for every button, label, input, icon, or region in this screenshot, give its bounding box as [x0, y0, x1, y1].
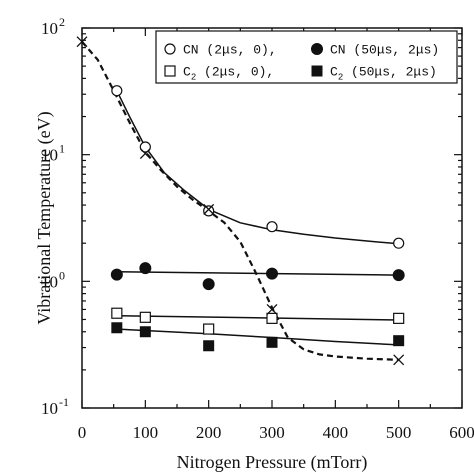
filled-square-marker — [266, 336, 278, 348]
legend-label: CN (50μs, 2μs) — [330, 43, 439, 58]
dashed-fit-curve — [81, 40, 399, 361]
filled-square-marker — [203, 340, 215, 352]
filled-circle-marker — [110, 268, 123, 281]
x-tick-label: 600 — [449, 423, 474, 442]
open-square-marker — [266, 312, 278, 324]
legend-species: C — [330, 65, 338, 80]
plot-area — [81, 27, 463, 409]
x-tick-label: 0 — [78, 423, 87, 442]
y-axis-title: Vibrational Temperature (eV) — [34, 111, 55, 324]
y-tick-base: 10 — [41, 399, 58, 418]
open-circle-marker — [139, 141, 151, 153]
filled-circle-marker — [266, 267, 278, 280]
x-tick-label: 400 — [323, 423, 349, 442]
y-tick-base: 10 — [41, 272, 58, 291]
legend-item: CN (50μs, 2μs) — [311, 43, 439, 58]
open-circle-marker — [393, 237, 405, 249]
y-tick-exponent: -1 — [59, 395, 69, 409]
legend-species: C — [183, 65, 191, 80]
open-square-marker — [111, 307, 123, 319]
filled-square-marker — [139, 326, 151, 338]
y-tick-label: 10 2 — [41, 15, 65, 38]
y-tick-label: 10 1 — [41, 142, 65, 165]
filled-circle-marker — [202, 278, 215, 291]
x-tick-label: 200 — [196, 423, 222, 442]
cross-marker — [266, 303, 278, 315]
legend-params: (50μs, 2μs) — [343, 65, 437, 80]
x-axis-title: Nitrogen Pressure (mTorr) — [177, 452, 368, 473]
open-square-marker — [139, 311, 151, 323]
filled-circle-marker — [392, 269, 405, 282]
legend: CN (2μs, 0), CN (50μs, 2μs)C2 (2μs, 0), C2… — [155, 30, 458, 84]
y-tick-exponent: 0 — [59, 268, 65, 282]
legend-species: CN — [330, 43, 346, 58]
y-tick-base: 10 — [41, 146, 58, 165]
y-tick-exponent: 2 — [59, 15, 65, 29]
filled-square-marker — [111, 322, 123, 334]
legend-species: CN — [183, 43, 199, 58]
y-tick-label: 10 -1 — [41, 395, 69, 418]
open-circle-marker — [111, 85, 123, 97]
y-tick-exponent: 1 — [59, 142, 65, 156]
legend-subscript: 2 — [191, 73, 196, 83]
legend-label: CN (2μs, 0), — [183, 43, 277, 58]
legend-label: C2 (50μs, 2μs) — [330, 65, 437, 83]
y-tick-base: 10 — [41, 19, 58, 38]
x-tick-label: 300 — [259, 423, 285, 442]
legend-box — [155, 30, 458, 84]
legend-params: (2μs, 0), — [199, 43, 277, 58]
open-square-marker — [393, 312, 405, 324]
x-tick-label: 100 — [133, 423, 159, 442]
x-tick-labels: 0 100 200 300 400 500 600 — [78, 423, 474, 442]
solid-fit-curve — [116, 314, 399, 321]
fit-curves — [81, 40, 399, 361]
data-points — [76, 36, 405, 366]
open-circle-marker — [164, 43, 176, 55]
filled-square-marker — [311, 65, 323, 77]
open-circle-marker — [203, 205, 215, 217]
legend-item: C2 (2μs, 0), — [164, 65, 274, 83]
legend-params: (2μs, 0), — [196, 65, 274, 80]
cross-marker — [76, 36, 88, 48]
x-tick-label: 500 — [386, 423, 412, 442]
cross-marker — [203, 203, 215, 215]
filled-circle-marker — [139, 262, 152, 275]
open-circle-marker — [266, 221, 278, 233]
solid-fit-curve — [116, 328, 399, 346]
filled-square-marker — [393, 335, 405, 347]
solid-fit-curve — [116, 271, 399, 276]
legend-label: C2 (2μs, 0), — [183, 65, 274, 83]
legend-subscript: 2 — [338, 73, 343, 83]
cross-marker — [393, 354, 405, 366]
y-tick-label: 10 0 — [41, 268, 65, 291]
legend-params: (50μs, 2μs) — [346, 43, 440, 58]
filled-circle-marker — [311, 43, 323, 55]
solid-fit-curve — [116, 90, 399, 245]
cross-marker — [139, 148, 151, 160]
axis-ticks — [81, 27, 463, 409]
open-square-marker — [203, 323, 215, 335]
legend-item: CN (2μs, 0), — [164, 43, 277, 58]
open-square-marker — [164, 65, 176, 77]
legend-item: C2 (50μs, 2μs) — [311, 65, 437, 83]
